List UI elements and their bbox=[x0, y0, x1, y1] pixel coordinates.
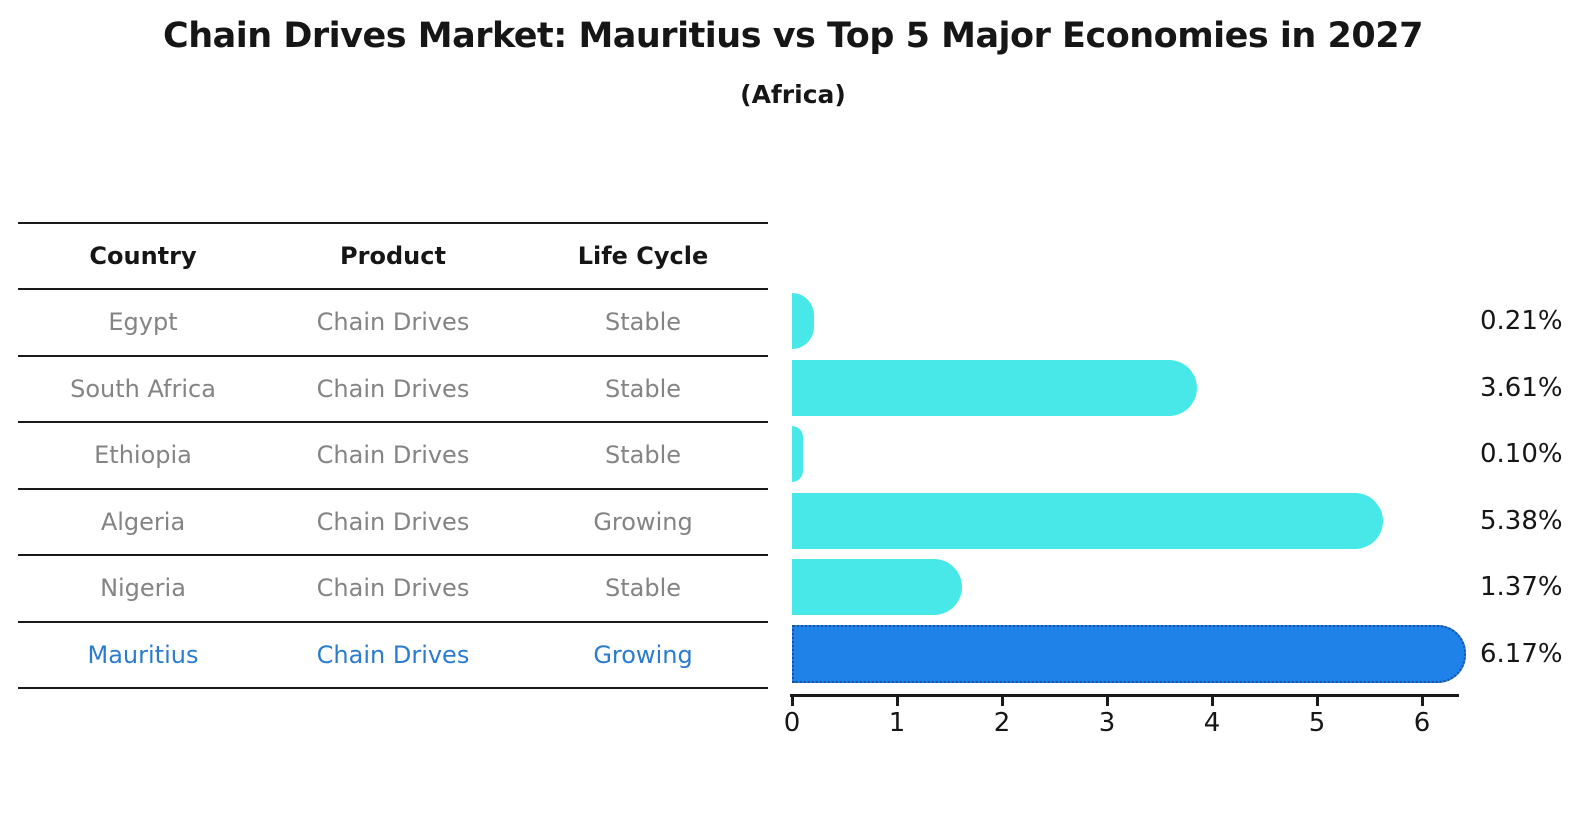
cell-country: Algeria bbox=[100, 507, 186, 536]
x-axis-tick bbox=[1000, 697, 1004, 706]
table-row-mauritius: Mauritius Chain Drives Growing bbox=[18, 623, 768, 689]
cell-product: Chain Drives bbox=[316, 308, 470, 337]
cell-country: South Africa bbox=[70, 374, 216, 403]
cell-product: Chain Drives bbox=[316, 441, 470, 470]
value-label-ethiopia: 0.10% bbox=[1480, 439, 1563, 469]
value-label-mauritius: 6.17% bbox=[1480, 638, 1563, 669]
cell-country: Ethiopia bbox=[94, 441, 192, 470]
value-label-egypt: 0.21% bbox=[1480, 306, 1563, 336]
country-table: Country Product Life Cycle Egypt Chain D… bbox=[18, 222, 768, 689]
bar-nigeria bbox=[792, 559, 962, 615]
bar-ethiopia bbox=[792, 426, 803, 482]
x-axis-tick-label: 0 bbox=[783, 708, 801, 738]
x-axis-tick bbox=[790, 697, 794, 706]
cell-product: Chain Drives bbox=[316, 574, 470, 603]
column-header-country: Country bbox=[89, 242, 197, 270]
cell-life-cycle: Stable bbox=[604, 441, 682, 470]
value-label-nigeria: 1.37% bbox=[1480, 572, 1563, 602]
cell-country: Nigeria bbox=[100, 574, 186, 603]
cell-product: Chain Drives bbox=[316, 640, 470, 669]
x-axis-tick-label: 3 bbox=[1098, 708, 1116, 738]
x-axis-tick bbox=[895, 697, 899, 706]
x-axis-tick-label: 2 bbox=[993, 708, 1011, 738]
chart-subtitle: (Africa) bbox=[740, 80, 846, 109]
bar-egypt bbox=[792, 293, 815, 349]
cell-product: Chain Drives bbox=[316, 374, 470, 403]
table-header-row: Country Product Life Cycle bbox=[18, 224, 768, 290]
bar-mauritius bbox=[792, 624, 1467, 683]
cell-life-cycle: Stable bbox=[604, 308, 682, 337]
table-row-nigeria: Nigeria Chain Drives Stable bbox=[18, 556, 768, 623]
table-row-egypt: Egypt Chain Drives Stable bbox=[18, 290, 768, 357]
bar-algeria bbox=[792, 492, 1384, 549]
column-header-life-cycle: Life Cycle bbox=[577, 242, 709, 270]
cell-life-cycle: Stable bbox=[604, 374, 682, 403]
x-axis-tick-label: 6 bbox=[1413, 708, 1431, 738]
value-label-south-africa: 3.61% bbox=[1480, 372, 1563, 403]
table-row-algeria: Algeria Chain Drives Growing bbox=[18, 490, 768, 556]
x-axis-tick bbox=[1420, 697, 1424, 706]
cell-life-cycle: Growing bbox=[593, 640, 693, 669]
cell-country: Egypt bbox=[108, 308, 178, 337]
cell-product: Chain Drives bbox=[316, 507, 470, 536]
value-label-algeria: 5.38% bbox=[1480, 505, 1563, 536]
x-axis-tick bbox=[1105, 697, 1109, 706]
x-axis-tick-label: 4 bbox=[1203, 708, 1221, 738]
table-row-south-africa: South Africa Chain Drives Stable bbox=[18, 357, 768, 423]
bar-south-africa bbox=[792, 359, 1198, 416]
x-axis-tick-label: 5 bbox=[1308, 708, 1326, 738]
cell-life-cycle: Stable bbox=[604, 574, 682, 603]
chart-title: Chain Drives Market: Mauritius vs Top 5 … bbox=[163, 16, 1423, 56]
x-axis-line bbox=[790, 694, 1459, 697]
cell-country: Mauritius bbox=[87, 640, 199, 669]
x-axis-tick bbox=[1210, 697, 1214, 706]
cell-life-cycle: Growing bbox=[593, 507, 693, 536]
column-header-product: Product bbox=[340, 242, 446, 270]
x-axis-tick-label: 1 bbox=[888, 708, 906, 738]
x-axis-tick bbox=[1315, 697, 1319, 706]
table-row-ethiopia: Ethiopia Chain Drives Stable bbox=[18, 423, 768, 490]
